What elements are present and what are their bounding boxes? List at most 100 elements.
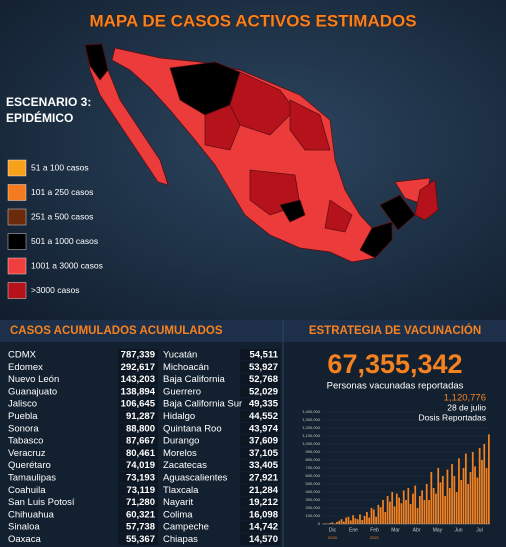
bar <box>343 521 345 524</box>
state-name: Durango <box>163 436 199 447</box>
bar <box>356 519 359 524</box>
quintana-roo <box>414 179 439 221</box>
row-value-bg <box>118 472 158 484</box>
y-tick-label: 300,000 <box>306 497 321 502</box>
case-count: 27,921 <box>249 473 279 484</box>
state-name: Aguascalientes <box>163 473 228 484</box>
state-name: Chiapas <box>163 534 198 545</box>
state-name: CDMX <box>8 350 37 361</box>
bar <box>418 496 421 524</box>
state-name: Querétaro <box>8 460 51 471</box>
row-value-bg <box>240 373 280 386</box>
case-count: 37,609 <box>249 436 278 447</box>
bar <box>336 522 338 524</box>
vaccinated-total: 67,355,342 <box>327 349 462 379</box>
legend-label: 101 a 250 casos <box>31 187 93 197</box>
case-count: 292,617 <box>121 362 155 373</box>
bar <box>425 484 428 524</box>
month-label: Abr <box>413 527 421 533</box>
row-value-bg <box>240 398 280 410</box>
bar <box>423 500 426 524</box>
bar <box>458 458 460 524</box>
case-count: 87,667 <box>126 436 155 447</box>
state-name: Guanajuato <box>8 386 57 397</box>
bar <box>412 493 414 524</box>
bar <box>430 472 433 524</box>
bar <box>400 503 403 524</box>
case-count: 44,552 <box>249 411 278 422</box>
row-value-bg <box>240 385 280 398</box>
bar <box>483 444 486 524</box>
bar <box>402 490 405 524</box>
row-value-bg <box>240 533 280 545</box>
cdmx <box>279 199 306 223</box>
case-count: 55,367 <box>126 534 155 545</box>
row-value-bg <box>118 349 158 361</box>
bar <box>464 453 467 524</box>
bar <box>331 522 334 524</box>
bar <box>407 488 410 524</box>
case-count: 91,287 <box>126 411 155 422</box>
case-count: 53,927 <box>249 362 278 373</box>
state-name: Nayarit <box>163 497 193 508</box>
y-tick-label: 400,000 <box>306 489 321 494</box>
bar <box>370 508 373 524</box>
case-count: 14,570 <box>249 534 278 545</box>
state-name: San Luis Potosí <box>8 497 75 508</box>
nuevo-leon <box>289 99 331 151</box>
bar <box>460 480 463 524</box>
y-tick-label: 1,400,000 <box>302 409 321 414</box>
bar <box>437 468 440 524</box>
row-value-bg <box>118 373 158 386</box>
state-name: Tlaxcala <box>163 485 199 496</box>
row-value-bg <box>118 484 158 496</box>
state-name: Yucatán <box>163 350 197 361</box>
bar <box>432 488 435 524</box>
legend-label: 51 a 100 casos <box>31 162 89 172</box>
row-value-bg <box>240 349 280 361</box>
case-count: 143,203 <box>121 374 155 385</box>
month-label: Jul <box>476 527 482 533</box>
case-count: 73,119 <box>126 485 155 496</box>
annotation: 28 de julio <box>447 402 486 412</box>
case-count: 52,768 <box>249 374 278 385</box>
bar <box>345 517 348 524</box>
bar <box>421 490 423 524</box>
row-value-bg <box>118 385 158 398</box>
bar <box>469 472 472 524</box>
bar <box>451 464 453 524</box>
row-value-bg <box>240 435 280 447</box>
header-bar <box>0 320 506 342</box>
legend-label: 251 a 500 casos <box>31 211 93 221</box>
legend-swatch <box>7 257 27 275</box>
state-name: Hidalgo <box>163 411 195 422</box>
annotation: Dosis Reportadas <box>418 412 486 422</box>
row-value-bg <box>240 472 280 484</box>
row-value-bg <box>118 447 158 459</box>
state-name: Sonora <box>8 423 39 434</box>
bar <box>359 514 361 524</box>
bar <box>329 523 331 524</box>
state-name: Morelos <box>163 448 197 459</box>
case-count: 37,105 <box>249 448 279 459</box>
bar <box>439 482 442 524</box>
bar <box>347 516 350 524</box>
row-value-bg <box>118 496 158 509</box>
month-label: Jun <box>454 527 462 533</box>
row-value-bg <box>240 422 280 435</box>
legend-swatch <box>7 184 27 201</box>
month-label: Ene <box>349 527 358 533</box>
bar <box>487 434 490 524</box>
vaccination-title: ESTRATEGIA DE VACUNACIÓN <box>309 324 481 337</box>
row-value-bg <box>240 521 280 533</box>
bar <box>476 477 479 524</box>
month-label: May <box>433 527 443 533</box>
row-value-bg <box>240 484 280 496</box>
bar <box>441 476 444 524</box>
state-name: Zacatecas <box>163 460 207 471</box>
y-tick-label: 0 <box>318 521 321 526</box>
row-value-bg <box>118 410 158 422</box>
bar <box>481 460 483 524</box>
y-tick-label: 1,300,000 <box>302 417 321 422</box>
case-count: 21,284 <box>249 485 279 496</box>
